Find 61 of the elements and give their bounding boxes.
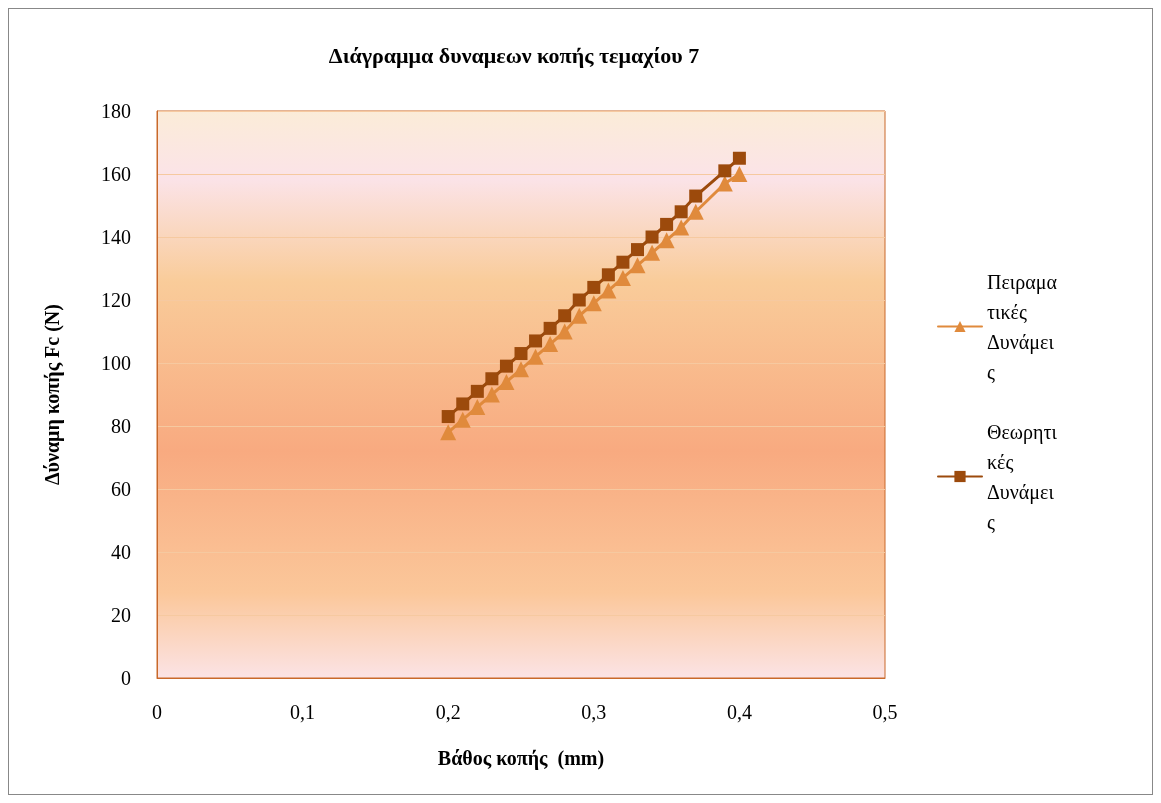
y-tick-label: 20: [111, 604, 131, 626]
chart-title: Διάγραμμα δυναμεων κοπής τεμαχίου 7: [328, 42, 700, 68]
point: [629, 257, 646, 274]
point: [571, 307, 588, 324]
point: [585, 295, 602, 312]
legend-label: Πειραματικές Δυνάμεις: [987, 270, 1058, 383]
point: [630, 243, 644, 257]
point: [674, 205, 688, 219]
y-tick-label: 120: [101, 289, 131, 311]
y-tick-label: 160: [101, 163, 131, 185]
point: [470, 384, 484, 398]
point: [731, 166, 748, 182]
y-tick-label: 180: [101, 100, 131, 122]
x-tick-label: 0,1: [290, 701, 316, 723]
y-axis-title: Δύναμη κοπής Fc (N): [41, 304, 64, 485]
legend-label: Θεωρητικές Δυνάμεις: [987, 420, 1058, 533]
point: [483, 386, 500, 403]
point: [527, 348, 544, 365]
point: [454, 411, 471, 428]
point: [587, 280, 601, 294]
y-tick-label: 40: [111, 541, 131, 563]
x-tick-label: 0,2: [435, 701, 461, 723]
x-tick-label: 0,4: [726, 701, 752, 723]
point: [485, 372, 499, 386]
point: [529, 334, 543, 348]
point: [543, 321, 557, 335]
point: [456, 397, 470, 411]
point: [498, 373, 515, 390]
point: [469, 399, 486, 416]
point: [673, 219, 690, 236]
point: [441, 410, 455, 424]
point: [716, 175, 733, 192]
y-tick-label: 140: [101, 226, 131, 248]
point: [513, 361, 529, 378]
point: [614, 269, 631, 286]
y-tick-label: 60: [111, 478, 131, 500]
point: [658, 232, 675, 249]
point: [687, 203, 704, 220]
point: [601, 268, 615, 282]
point: [645, 230, 659, 244]
x-axis-title: Βάθος κοπής (mm): [437, 747, 605, 770]
x-tick-label: 0,5: [872, 701, 898, 723]
point: [689, 189, 703, 203]
point: [660, 217, 674, 231]
point: [600, 282, 617, 299]
point: [514, 347, 528, 361]
point: [718, 164, 732, 178]
point: [558, 309, 572, 323]
y-tick-label: 0: [121, 667, 131, 689]
point: [732, 151, 746, 165]
point: [644, 244, 661, 261]
x-tick-label: 0: [152, 701, 162, 723]
point: [542, 336, 559, 353]
y-tick-label: 100: [101, 352, 131, 374]
point: [616, 255, 630, 269]
y-tick-label: 80: [111, 415, 131, 437]
point: [572, 293, 586, 307]
point: [499, 359, 513, 373]
x-tick-label: 0,3: [581, 701, 607, 723]
point: [556, 323, 573, 340]
point: [440, 424, 457, 441]
